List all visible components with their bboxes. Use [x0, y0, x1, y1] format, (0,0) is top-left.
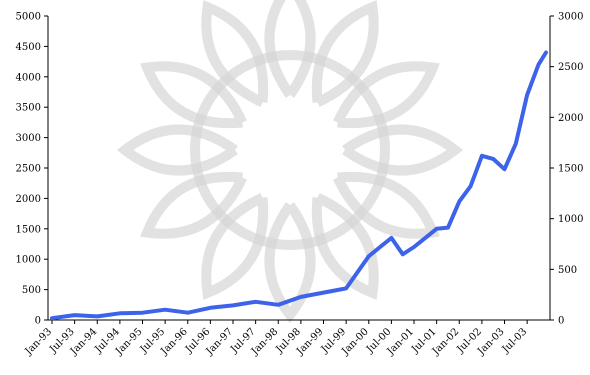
right-tick-label: 0 — [558, 316, 564, 327]
left-tick-label: 0 — [35, 316, 41, 327]
right-tick-label: 500 — [558, 265, 577, 276]
right-tick-label: 2500 — [558, 62, 583, 73]
left-tick-label: 2000 — [16, 194, 41, 205]
x-tick-label: Jul-03 — [500, 326, 530, 356]
right-tick-label: 1000 — [558, 214, 583, 225]
watermark-petal — [342, 124, 464, 176]
left-tick-label: 4500 — [16, 42, 41, 53]
watermark-petal — [264, 202, 316, 324]
watermark-ring — [190, 50, 390, 250]
left-tick-label: 4000 — [16, 72, 41, 83]
left-tick-label: 2500 — [16, 164, 41, 175]
watermark-ornament — [116, 0, 464, 324]
left-y-axis-ticks: 0 500 1000 1500 2000 2500 3000 3500 4000 4500 5000 — [16, 12, 48, 327]
left-tick-label: 1000 — [16, 255, 41, 266]
watermark-petal — [116, 124, 238, 176]
x-tick-label: Jan-93 — [23, 326, 54, 357]
right-tick-label: 3000 — [558, 12, 583, 23]
x-axis-ticks: Jan-93Jul-93Jan-94Jul-94Jan-95Jul-95Jan-… — [23, 320, 530, 358]
series-group — [50, 50, 548, 321]
left-tick-label: 1500 — [16, 224, 41, 235]
left-tick-label: 5000 — [16, 12, 41, 23]
axes — [47, 16, 551, 321]
right-tick-label: 1500 — [558, 164, 583, 175]
series-line — [50, 50, 548, 321]
right-tick-label: 2000 — [558, 113, 583, 124]
left-tick-label: 3500 — [16, 103, 41, 114]
left-tick-label: 500 — [22, 285, 41, 296]
watermark-petal — [264, 0, 316, 98]
left-tick-label: 3000 — [16, 133, 41, 144]
right-y-axis-ticks: 0 500 1000 1500 2000 2500 3000 — [550, 12, 583, 327]
